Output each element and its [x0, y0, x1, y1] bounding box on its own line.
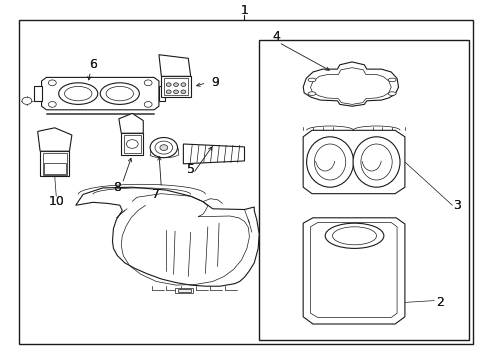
Text: 3: 3 [452, 199, 460, 212]
Text: 3: 3 [452, 199, 460, 212]
Ellipse shape [332, 227, 376, 245]
Polygon shape [159, 86, 164, 101]
Ellipse shape [126, 140, 138, 148]
Ellipse shape [307, 78, 315, 82]
Polygon shape [303, 62, 398, 106]
Text: 10: 10 [48, 195, 64, 208]
Text: 7: 7 [152, 188, 160, 201]
Polygon shape [303, 130, 404, 194]
Polygon shape [161, 76, 190, 97]
Text: 2: 2 [435, 296, 443, 309]
Text: 6: 6 [89, 58, 97, 71]
Ellipse shape [173, 90, 178, 94]
Bar [163, 78, 188, 95]
Polygon shape [310, 68, 390, 104]
Text: 4: 4 [272, 30, 280, 42]
Ellipse shape [64, 86, 92, 101]
Text: 9: 9 [211, 76, 219, 89]
Text: 7: 7 [152, 188, 160, 201]
Text: 9: 9 [211, 76, 219, 89]
Text: 2: 2 [435, 296, 443, 309]
Ellipse shape [48, 102, 56, 107]
Ellipse shape [59, 83, 98, 104]
Polygon shape [40, 151, 69, 176]
Polygon shape [177, 289, 190, 292]
Text: 8: 8 [113, 181, 121, 194]
Bar [42, 153, 67, 175]
Ellipse shape [166, 90, 171, 94]
Ellipse shape [352, 137, 399, 187]
Polygon shape [41, 77, 159, 110]
Ellipse shape [22, 97, 32, 104]
Ellipse shape [144, 102, 152, 107]
Polygon shape [303, 218, 404, 324]
Polygon shape [76, 187, 259, 286]
Text: 6: 6 [89, 58, 97, 71]
Ellipse shape [160, 145, 167, 150]
Bar [123, 135, 141, 153]
Ellipse shape [166, 83, 171, 86]
Text: 8: 8 [113, 181, 121, 194]
Polygon shape [159, 55, 190, 76]
Ellipse shape [307, 92, 315, 95]
Ellipse shape [155, 141, 172, 154]
Polygon shape [175, 288, 193, 293]
Ellipse shape [325, 223, 383, 248]
Text: 1: 1 [240, 4, 248, 17]
Ellipse shape [306, 137, 353, 187]
Ellipse shape [100, 83, 139, 104]
Bar [259, 40, 468, 340]
Text: 1: 1 [240, 4, 248, 17]
Polygon shape [183, 144, 244, 164]
Ellipse shape [360, 144, 391, 180]
Polygon shape [38, 128, 72, 151]
Polygon shape [119, 113, 143, 133]
Ellipse shape [48, 80, 56, 86]
Ellipse shape [144, 80, 152, 86]
Polygon shape [121, 133, 143, 155]
Ellipse shape [173, 83, 178, 86]
Ellipse shape [181, 83, 185, 86]
Ellipse shape [181, 90, 185, 94]
Text: 4: 4 [272, 30, 280, 42]
Text: 10: 10 [48, 195, 64, 208]
Text: 5: 5 [186, 163, 194, 176]
Polygon shape [310, 222, 396, 318]
Ellipse shape [314, 144, 345, 180]
Text: 5: 5 [186, 163, 194, 176]
Bar [44, 163, 65, 174]
Ellipse shape [106, 86, 133, 101]
Ellipse shape [387, 92, 395, 95]
Polygon shape [34, 86, 41, 101]
Ellipse shape [387, 78, 395, 82]
Ellipse shape [150, 138, 177, 158]
